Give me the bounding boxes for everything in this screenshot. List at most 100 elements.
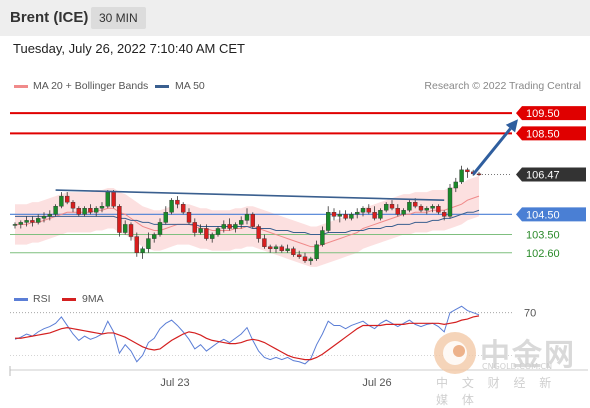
candle — [430, 204, 435, 213]
candle-body — [221, 224, 227, 229]
candle — [36, 214, 41, 225]
forecast-arrow-shaft — [472, 127, 512, 176]
candle-body — [343, 214, 348, 219]
watermark-sub-text: 中 文 财 经 新 媒 体 — [436, 376, 557, 407]
level-label-text: 108.50 — [526, 128, 560, 140]
candle — [151, 232, 157, 243]
candle-body — [302, 256, 308, 262]
candle-body — [76, 208, 82, 215]
candle — [389, 200, 395, 211]
level-label-106.47: 106.47 — [516, 167, 586, 182]
candle-body — [36, 218, 41, 223]
candle — [215, 226, 221, 237]
candle — [384, 202, 389, 213]
candle — [442, 210, 447, 221]
candle — [209, 232, 215, 243]
level-label-103.50: 103.50 — [526, 230, 560, 242]
interval-button[interactable]: 30 MIN — [91, 7, 146, 29]
candle — [349, 212, 354, 221]
candle-body — [64, 195, 70, 203]
candle — [273, 244, 279, 253]
level-label-text: 104.50 — [526, 209, 560, 221]
rsi-legend-swatch — [14, 298, 28, 301]
candle-body — [227, 224, 232, 229]
candle — [169, 198, 174, 215]
candle-body — [320, 230, 325, 245]
candle-body — [308, 258, 313, 262]
candle — [279, 244, 284, 253]
candle-body — [273, 246, 279, 249]
level-label-text: 103.50 — [526, 230, 560, 242]
candle — [24, 216, 29, 227]
candle — [146, 232, 151, 253]
candle — [163, 206, 169, 225]
candle-body — [111, 191, 116, 207]
header-bar: Brent (ICE) 30 MIN — [0, 0, 590, 36]
level-label-text: 106.47 — [526, 169, 560, 181]
candle — [233, 222, 238, 233]
candle — [308, 256, 313, 265]
level-label-text: 109.50 — [526, 108, 560, 120]
candle — [93, 206, 99, 217]
candle — [262, 234, 267, 249]
candle — [250, 212, 256, 229]
x-tick-label: Jul 26 — [362, 377, 391, 389]
candle — [476, 171, 482, 176]
candle-body — [355, 212, 360, 215]
level-label-109.50: 109.50 — [516, 106, 586, 121]
candle-body — [53, 206, 58, 215]
candle — [372, 206, 377, 221]
forecast-arrow-head — [505, 119, 518, 133]
candle-body — [268, 246, 273, 249]
candle-body — [244, 214, 250, 221]
candle-body — [186, 212, 192, 223]
candle-body — [401, 210, 406, 215]
candle-body — [70, 201, 76, 209]
candle-body — [175, 199, 180, 205]
candle-body — [413, 201, 418, 207]
candle — [12, 222, 18, 229]
candle — [122, 220, 128, 235]
candle-body — [169, 199, 174, 213]
candle — [285, 244, 290, 253]
candle-body — [442, 212, 447, 217]
candle-body — [291, 248, 296, 255]
candle — [459, 165, 464, 184]
candle — [453, 177, 458, 193]
candle-body — [180, 204, 186, 213]
candle — [302, 252, 308, 263]
candle-body — [105, 191, 111, 207]
candle-body — [418, 206, 424, 211]
level-label-box — [516, 126, 586, 141]
candle — [355, 208, 360, 219]
research-credit: Research © 2022 Trading Central — [424, 80, 581, 92]
x-tick-label: Jul 23 — [160, 377, 189, 389]
candle-body — [285, 248, 290, 251]
candle — [436, 204, 441, 215]
candle-body — [12, 224, 18, 226]
candle-body — [215, 228, 221, 235]
candle-body — [238, 220, 244, 225]
ma20-legend-label: MA 20 + Bollinger Bands — [33, 80, 149, 92]
candle — [186, 208, 192, 225]
candle-body — [389, 204, 395, 209]
level-label-box — [516, 167, 586, 182]
candle-body — [157, 222, 163, 235]
candle-body — [88, 208, 93, 213]
candle-body — [395, 208, 400, 215]
candle — [117, 204, 122, 237]
candle-body — [192, 222, 198, 233]
ma20-legend-swatch — [14, 85, 28, 88]
ma50-legend-label: MA 50 — [175, 80, 205, 92]
candle-body — [24, 220, 29, 223]
candle — [53, 204, 58, 217]
candle — [41, 212, 47, 223]
candle-body — [117, 206, 122, 233]
candle-body — [256, 226, 261, 239]
candle — [447, 183, 453, 219]
candle-body — [314, 244, 319, 260]
instrument-title: Brent (ICE) — [10, 9, 89, 26]
candle — [128, 222, 134, 241]
candle-body — [146, 238, 151, 249]
